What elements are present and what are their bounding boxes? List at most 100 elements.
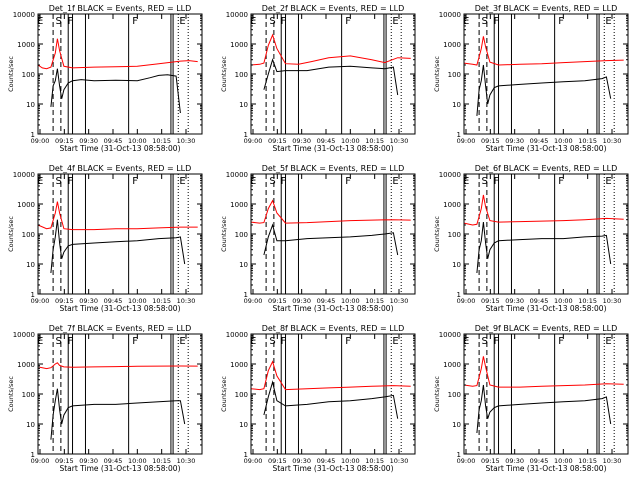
x-tick-label: 09:00 xyxy=(457,137,476,145)
x-tick-label: 09:45 xyxy=(317,137,336,145)
x-tick-label: 10:15 xyxy=(365,137,384,145)
x-tick-label: 09:45 xyxy=(104,457,123,465)
x-tick-label: 09:45 xyxy=(317,297,336,305)
y-axis-label: Counts/sec xyxy=(433,56,441,92)
y-tick-label: 1 xyxy=(457,131,461,139)
region-label: E xyxy=(250,176,256,187)
y-axis-label: Counts/sec xyxy=(220,376,228,412)
x-axis-label: Start Time (31-Oct-13 08:58:00) xyxy=(59,304,180,313)
x-tick-label: 09:15 xyxy=(268,457,287,465)
x-tick-label: 10:15 xyxy=(578,137,597,145)
x-tick-label: 10:15 xyxy=(578,457,597,465)
y-tick-label: 1000 xyxy=(443,201,461,209)
y-tick-label: 10000 xyxy=(226,11,248,19)
x-tick-label: 09:15 xyxy=(55,457,74,465)
region-label: F xyxy=(67,16,73,27)
x-axis-label: Start Time (31-Oct-13 08:58:00) xyxy=(272,304,393,313)
y-tick-label: 100 xyxy=(22,71,35,79)
region-label: F xyxy=(558,16,564,27)
panel-title: Det_2f BLACK = Events, RED = LLD xyxy=(262,4,405,13)
y-tick-label: 10 xyxy=(452,261,461,269)
panel-title: Det_7f BLACK = Events, RED = LLD xyxy=(49,324,192,333)
y-tick-label: 1000 xyxy=(443,41,461,49)
region-label: E xyxy=(179,336,185,347)
y-axis-label: Counts/sec xyxy=(433,376,441,412)
y-tick-label: 10000 xyxy=(439,171,461,179)
y-tick-label: 1 xyxy=(31,131,35,139)
y-tick-label: 1 xyxy=(457,291,461,299)
x-tick-label: 10:30 xyxy=(390,457,409,465)
x-tick-label: 10:00 xyxy=(554,457,573,465)
panel-title: Det_9f BLACK = Events, RED = LLD xyxy=(475,324,618,333)
series-line xyxy=(263,380,399,419)
axes-frame xyxy=(250,13,416,135)
region-label: S xyxy=(56,336,62,347)
series-line xyxy=(50,388,186,440)
x-tick-label: 10:15 xyxy=(152,297,171,305)
series-line xyxy=(476,64,612,116)
x-tick-label: 10:00 xyxy=(341,137,360,145)
region-label: E xyxy=(463,16,469,27)
x-tick-label: 09:00 xyxy=(244,297,263,305)
region-label: E xyxy=(37,176,43,187)
x-tick-label: 10:30 xyxy=(603,137,622,145)
y-tick-label: 1000 xyxy=(17,361,35,369)
x-tick-label: 10:30 xyxy=(603,297,622,305)
y-tick-label: 1 xyxy=(244,451,248,459)
x-tick-label: 10:30 xyxy=(177,137,196,145)
x-axis-label: Start Time (31-Oct-13 08:58:00) xyxy=(272,144,393,153)
region-label: F xyxy=(493,16,499,27)
y-tick-label: 1000 xyxy=(230,361,248,369)
panel-title: Det_3f BLACK = Events, RED = LLD xyxy=(475,4,618,13)
x-axis-label: Start Time (31-Oct-13 08:58:00) xyxy=(485,144,606,153)
x-axis-label: Start Time (31-Oct-13 08:58:00) xyxy=(485,464,606,473)
y-tick-label: 10 xyxy=(26,101,35,109)
region-label: E xyxy=(250,336,256,347)
y-tick-label: 100 xyxy=(235,391,248,399)
x-tick-label: 09:15 xyxy=(481,457,500,465)
x-tick-label: 09:45 xyxy=(104,137,123,145)
region-label: F xyxy=(280,16,286,27)
series-line xyxy=(463,194,624,226)
y-tick-label: 10 xyxy=(452,421,461,429)
series-line xyxy=(37,201,198,231)
series-line xyxy=(37,38,198,70)
y-tick-label: 10000 xyxy=(226,331,248,339)
region-label: E xyxy=(392,16,398,27)
x-tick-label: 09:00 xyxy=(457,297,476,305)
y-axis-label: Counts/sec xyxy=(7,376,15,412)
x-tick-label: 09:30 xyxy=(505,137,524,145)
x-tick-label: 10:00 xyxy=(128,457,147,465)
axes-frame xyxy=(37,13,203,135)
panel-title: Det_5f BLACK = Events, RED = LLD xyxy=(262,164,405,173)
y-axis-label: Counts/sec xyxy=(220,216,228,252)
region-label: E xyxy=(179,16,185,27)
y-tick-label: 10000 xyxy=(13,331,35,339)
panel: 1 10 100 1000 10000 09:00 09:15 09:30 09:45 10:00… xyxy=(7,4,203,153)
region-label: S xyxy=(56,176,62,187)
region-label: F xyxy=(345,176,351,187)
x-tick-label: 09:45 xyxy=(317,457,336,465)
x-tick-label: 09:15 xyxy=(268,137,287,145)
panel: 1 10 100 1000 10000 09:00 09:15 09:30 09:45 10:00… xyxy=(220,4,416,153)
panel-title: Det_4f BLACK = Events, RED = LLD xyxy=(49,164,192,173)
y-tick-label: 100 xyxy=(22,231,35,239)
region-label: F xyxy=(493,176,499,187)
panel: 1 10 100 1000 10000 09:00 09:15 09:30 09:45 10:00… xyxy=(7,324,203,473)
y-tick-label: 100 xyxy=(235,71,248,79)
y-tick-label: 1 xyxy=(31,291,35,299)
series-line xyxy=(50,68,181,114)
region-label: E xyxy=(392,336,398,347)
x-tick-label: 09:15 xyxy=(55,297,74,305)
x-tick-label: 09:00 xyxy=(244,137,263,145)
x-tick-label: 10:15 xyxy=(365,457,384,465)
x-tick-label: 10:00 xyxy=(341,297,360,305)
y-tick-label: 100 xyxy=(448,71,461,79)
region-label: E xyxy=(605,176,611,187)
x-axis-label: Start Time (31-Oct-13 08:58:00) xyxy=(59,464,180,473)
x-tick-label: 09:00 xyxy=(457,457,476,465)
panel-title: Det_1f BLACK = Events, RED = LLD xyxy=(49,4,192,13)
x-tick-label: 10:30 xyxy=(603,457,622,465)
region-label: E xyxy=(392,176,398,187)
axes-frame xyxy=(37,173,203,295)
